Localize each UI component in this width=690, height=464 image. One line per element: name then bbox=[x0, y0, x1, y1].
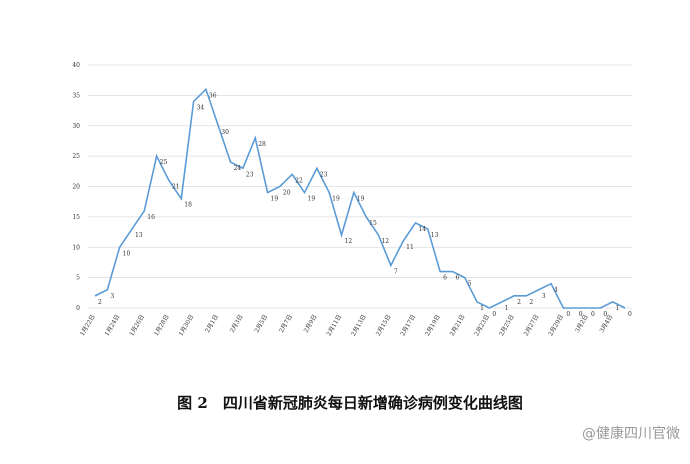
data-label: 4 bbox=[554, 287, 558, 294]
data-label: 1 bbox=[616, 305, 620, 312]
y-tick-label: 30 bbox=[72, 123, 80, 130]
y-tick-label: 5 bbox=[76, 275, 80, 282]
data-label: 2 bbox=[517, 299, 521, 306]
data-label: 1 bbox=[480, 305, 484, 312]
data-label: 36 bbox=[209, 92, 217, 99]
y-tick-label: 40 bbox=[72, 62, 80, 69]
y-tick-label: 15 bbox=[72, 214, 80, 221]
y-tick-label: 0 bbox=[76, 305, 80, 312]
data-label: 12 bbox=[381, 238, 389, 245]
data-label: 2 bbox=[98, 299, 102, 306]
data-line bbox=[94, 87, 626, 309]
data-label: 28 bbox=[258, 141, 266, 148]
data-label: 25 bbox=[160, 159, 168, 166]
watermark: @健康四川官微 bbox=[582, 425, 680, 442]
chart-title: 图 2 四川省新冠肺炎每日新增确诊病例变化曲线图 bbox=[177, 394, 523, 412]
y-tick-label: 20 bbox=[72, 184, 80, 191]
y-tick-label: 35 bbox=[72, 92, 80, 99]
data-label: 0 bbox=[566, 311, 570, 318]
data-label: 19 bbox=[271, 196, 279, 203]
data-label: 10 bbox=[123, 250, 131, 257]
data-label: 11 bbox=[406, 244, 414, 251]
data-label: 3 bbox=[542, 293, 546, 300]
data-label: 0 bbox=[628, 311, 632, 318]
data-label: 1 bbox=[505, 305, 509, 312]
data-label: 19 bbox=[332, 196, 340, 203]
data-label: 30 bbox=[221, 129, 229, 136]
data-label: 6 bbox=[443, 275, 447, 282]
data-label: 18 bbox=[184, 202, 192, 209]
data-label: 12 bbox=[345, 238, 353, 245]
data-label: 6 bbox=[455, 275, 459, 282]
data-label: 7 bbox=[394, 268, 398, 275]
data-label: 24 bbox=[234, 165, 242, 172]
data-label: 15 bbox=[369, 220, 377, 227]
data-label: 19 bbox=[357, 196, 365, 203]
data-label: 0 bbox=[603, 311, 607, 318]
y-tick-label: 25 bbox=[72, 153, 80, 160]
data-label: 23 bbox=[320, 171, 328, 178]
data-label: 13 bbox=[431, 232, 439, 239]
data-label: 21 bbox=[172, 183, 180, 190]
data-label: 22 bbox=[295, 177, 303, 184]
y-tick-label: 10 bbox=[72, 244, 80, 251]
data-label: 19 bbox=[308, 196, 316, 203]
data-label: 3 bbox=[110, 293, 114, 300]
data-label: 14 bbox=[418, 226, 426, 233]
data-label: 16 bbox=[147, 214, 155, 221]
data-label: 34 bbox=[197, 104, 205, 111]
data-label: 23 bbox=[246, 171, 254, 178]
data-label: 0 bbox=[591, 311, 595, 318]
data-label: 0 bbox=[492, 311, 496, 318]
data-label: 0 bbox=[579, 311, 583, 318]
data-label: 13 bbox=[135, 232, 143, 239]
data-label: 20 bbox=[283, 190, 291, 197]
data-label: 5 bbox=[468, 281, 472, 288]
data-label: 2 bbox=[529, 299, 533, 306]
